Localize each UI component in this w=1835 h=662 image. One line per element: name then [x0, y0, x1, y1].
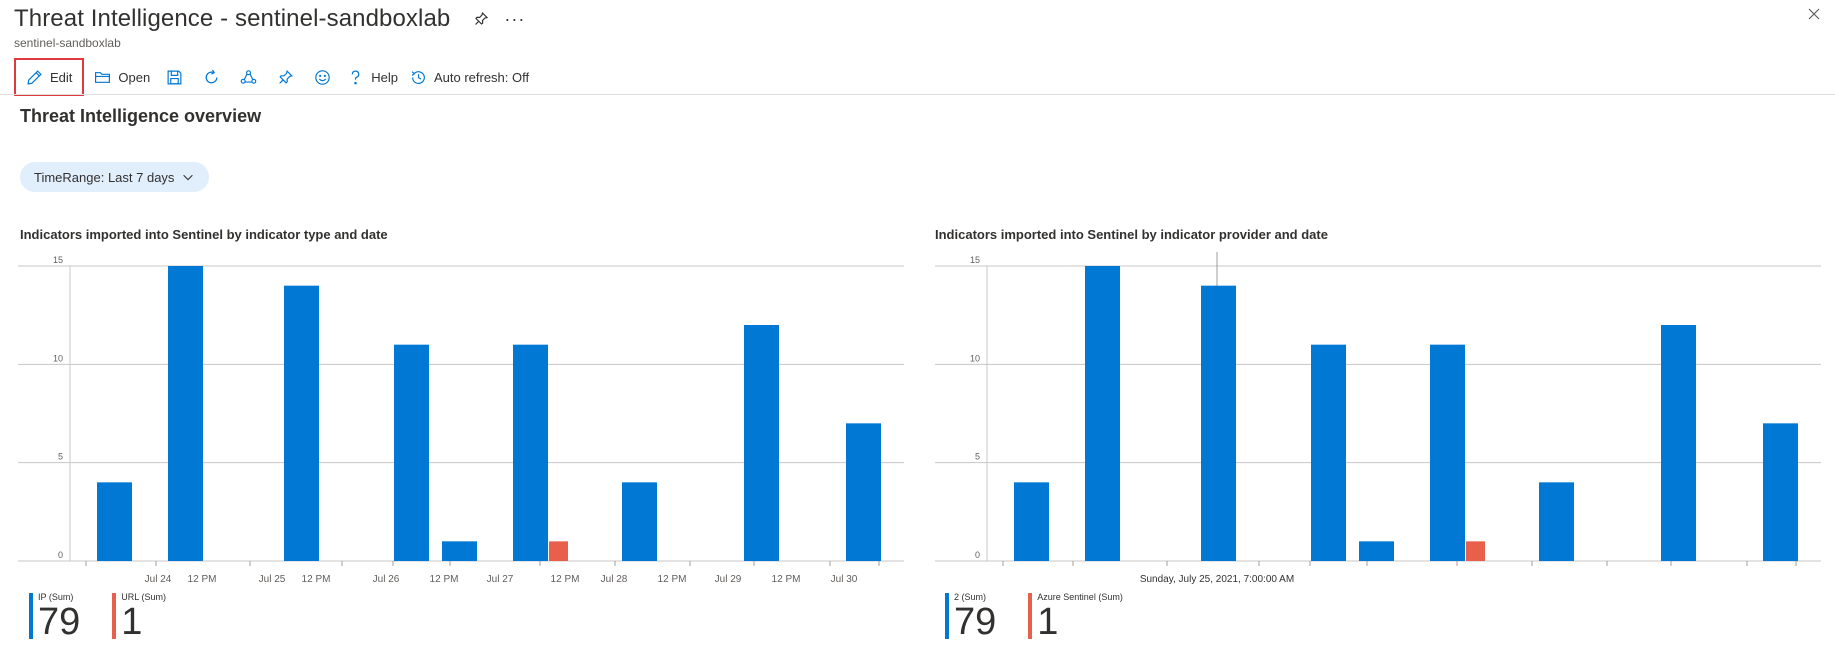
- refresh-icon: [205, 69, 218, 83]
- hover-date-label: Sunday, July 25, 2021, 7:00:00 AM: [1140, 574, 1294, 585]
- legend-series-name: 2 (Sum): [954, 592, 987, 602]
- pin-dashboard-button[interactable]: [267, 60, 304, 94]
- header-divider: [0, 94, 1835, 95]
- chart-1-title: Indicators imported into Sentinel by ind…: [20, 227, 388, 242]
- time-range-label: TimeRange: Last 7 days: [34, 169, 175, 185]
- bar-ip-sum--8[interactable]: [846, 423, 881, 561]
- x-tick-label: 12 PM: [302, 574, 331, 585]
- chart-2-legend: 2 (Sum) 79 Azure Sentinel (Sum) 1: [945, 590, 1155, 642]
- bar-ip-sum--7[interactable]: [744, 325, 779, 561]
- x-tick-label: 12 PM: [551, 574, 580, 585]
- bar-2-sum--4[interactable]: [1359, 541, 1394, 561]
- auto-refresh-label: Auto refresh: Off: [433, 69, 530, 85]
- x-tick-label: 12 PM: [658, 574, 687, 585]
- smiley-icon: [315, 69, 330, 85]
- bar-2-sum--6[interactable]: [1539, 482, 1574, 561]
- x-tick-label: Jul 27: [487, 574, 514, 585]
- close-icon[interactable]: [1806, 6, 1824, 24]
- y-tick-label: 10: [970, 353, 980, 363]
- x-tick-label: Jul 25: [259, 574, 286, 585]
- legend-item[interactable]: Azure Sentinel (Sum) 1: [1028, 590, 1123, 642]
- bar-2-sum--1[interactable]: [1085, 266, 1120, 561]
- x-tick-label: Jul 26: [373, 574, 400, 585]
- share-button[interactable]: [230, 60, 267, 94]
- legend-series-total: 1: [1037, 601, 1059, 643]
- bar-2-sum--0[interactable]: [1014, 482, 1049, 561]
- x-tick-label: 12 PM: [772, 574, 801, 585]
- bar-ip-sum--5[interactable]: [513, 344, 548, 561]
- chart-type-by-date[interactable]: 0 5 10 15 Jul 24 12 PM Jul 25 12 PM Jul 26 12 PM J…: [18, 252, 908, 587]
- open-label: Open: [118, 69, 151, 85]
- bar-ip-sum--4[interactable]: [442, 541, 477, 561]
- command-bar: Edit Open: [14, 58, 535, 96]
- x-tick-label: Jul 29: [715, 574, 742, 585]
- legend-item[interactable]: IP (Sum) 79: [29, 590, 80, 642]
- legend-color-swatch: [945, 593, 949, 639]
- clock-refresh-icon: [411, 70, 425, 84]
- legend-series-total: 79: [954, 601, 997, 643]
- y-tick-label: 5: [58, 452, 63, 462]
- edit-button[interactable]: Edit: [14, 58, 85, 96]
- bar-2-sum--5[interactable]: [1430, 344, 1465, 561]
- x-tick-label: 12 PM: [188, 574, 217, 585]
- bar-ip-sum--0[interactable]: [97, 482, 132, 561]
- x-tick-label: Jul 30: [831, 574, 858, 585]
- chevron-down-icon: [183, 174, 194, 181]
- bar-ip-sum--6[interactable]: [622, 482, 657, 561]
- overview-title: Threat Intelligence overview: [20, 106, 262, 126]
- legend-series-total: 1: [121, 601, 143, 643]
- bar-ip-sum--3[interactable]: [394, 344, 429, 561]
- auto-refresh-button[interactable]: Auto refresh: Off: [404, 60, 535, 94]
- chart-2-title: Indicators imported into Sentinel by ind…: [935, 227, 1328, 242]
- refresh-button[interactable]: [193, 60, 230, 94]
- y-tick-label: 5: [975, 452, 980, 462]
- page-subtitle: sentinel-sandboxlab: [14, 36, 121, 50]
- bar-azure-sentinel-sum--5[interactable]: [1466, 541, 1485, 561]
- legend-series-name: URL (Sum): [121, 592, 166, 602]
- legend-color-swatch: [1028, 593, 1033, 639]
- legend-series-total: 79: [38, 601, 81, 643]
- share-icon: [240, 69, 257, 84]
- edit-label: Edit: [50, 69, 73, 85]
- pencil-icon: [27, 69, 42, 85]
- y-tick-label: 15: [970, 255, 980, 265]
- open-button[interactable]: Open: [88, 60, 156, 94]
- save-icon: [167, 70, 182, 84]
- legend-color-swatch: [112, 593, 117, 639]
- pin-icon: [279, 69, 294, 84]
- feedback-button[interactable]: [304, 60, 341, 94]
- page-title: Threat Intelligence - sentinel-sandboxla…: [14, 5, 451, 32]
- help-label: Help: [371, 69, 398, 85]
- question-icon: [351, 69, 360, 84]
- blade-header: Threat Intelligence - sentinel-sandboxla…: [14, 4, 1824, 54]
- chart-1-legend: IP (Sum) 79 URL (Sum) 1: [29, 590, 198, 642]
- legend-item[interactable]: URL (Sum) 1: [112, 590, 166, 642]
- y-tick-label: 10: [53, 353, 63, 363]
- y-tick-label: 15: [53, 255, 63, 265]
- bar-ip-sum--1[interactable]: [168, 266, 203, 561]
- pin-icon[interactable]: [472, 10, 490, 28]
- x-tick-label: Jul 28: [601, 574, 628, 585]
- help-button[interactable]: Help: [341, 60, 404, 94]
- y-tick-label: 0: [58, 550, 63, 560]
- bar-2-sum--3[interactable]: [1311, 344, 1346, 561]
- time-range-filter[interactable]: TimeRange: Last 7 days: [20, 162, 210, 192]
- legend-series-name: IP (Sum): [38, 592, 74, 602]
- save-button[interactable]: [156, 60, 193, 94]
- bar-2-sum--8[interactable]: [1763, 423, 1798, 561]
- bar-ip-sum--2[interactable]: [284, 285, 319, 561]
- bar-2-sum--7[interactable]: [1661, 325, 1696, 561]
- chart-provider-by-date[interactable]: 0 5 10 15 Sunday, July 25, 2021, 7:00:00 AM: [935, 252, 1825, 587]
- bar-url-sum--5[interactable]: [549, 541, 568, 561]
- folder-open-icon: [95, 71, 111, 83]
- x-tick-label: Jul 24: [145, 574, 172, 585]
- legend-color-swatch: [29, 593, 33, 639]
- y-tick-label: 0: [975, 550, 980, 560]
- legend-item[interactable]: 2 (Sum) 79: [945, 590, 996, 642]
- x-tick-label: 12 PM: [430, 574, 459, 585]
- more-options-icon[interactable]: ···: [504, 8, 526, 29]
- legend-series-name: Azure Sentinel (Sum): [1037, 592, 1123, 602]
- bar-2-sum--2[interactable]: [1201, 285, 1236, 561]
